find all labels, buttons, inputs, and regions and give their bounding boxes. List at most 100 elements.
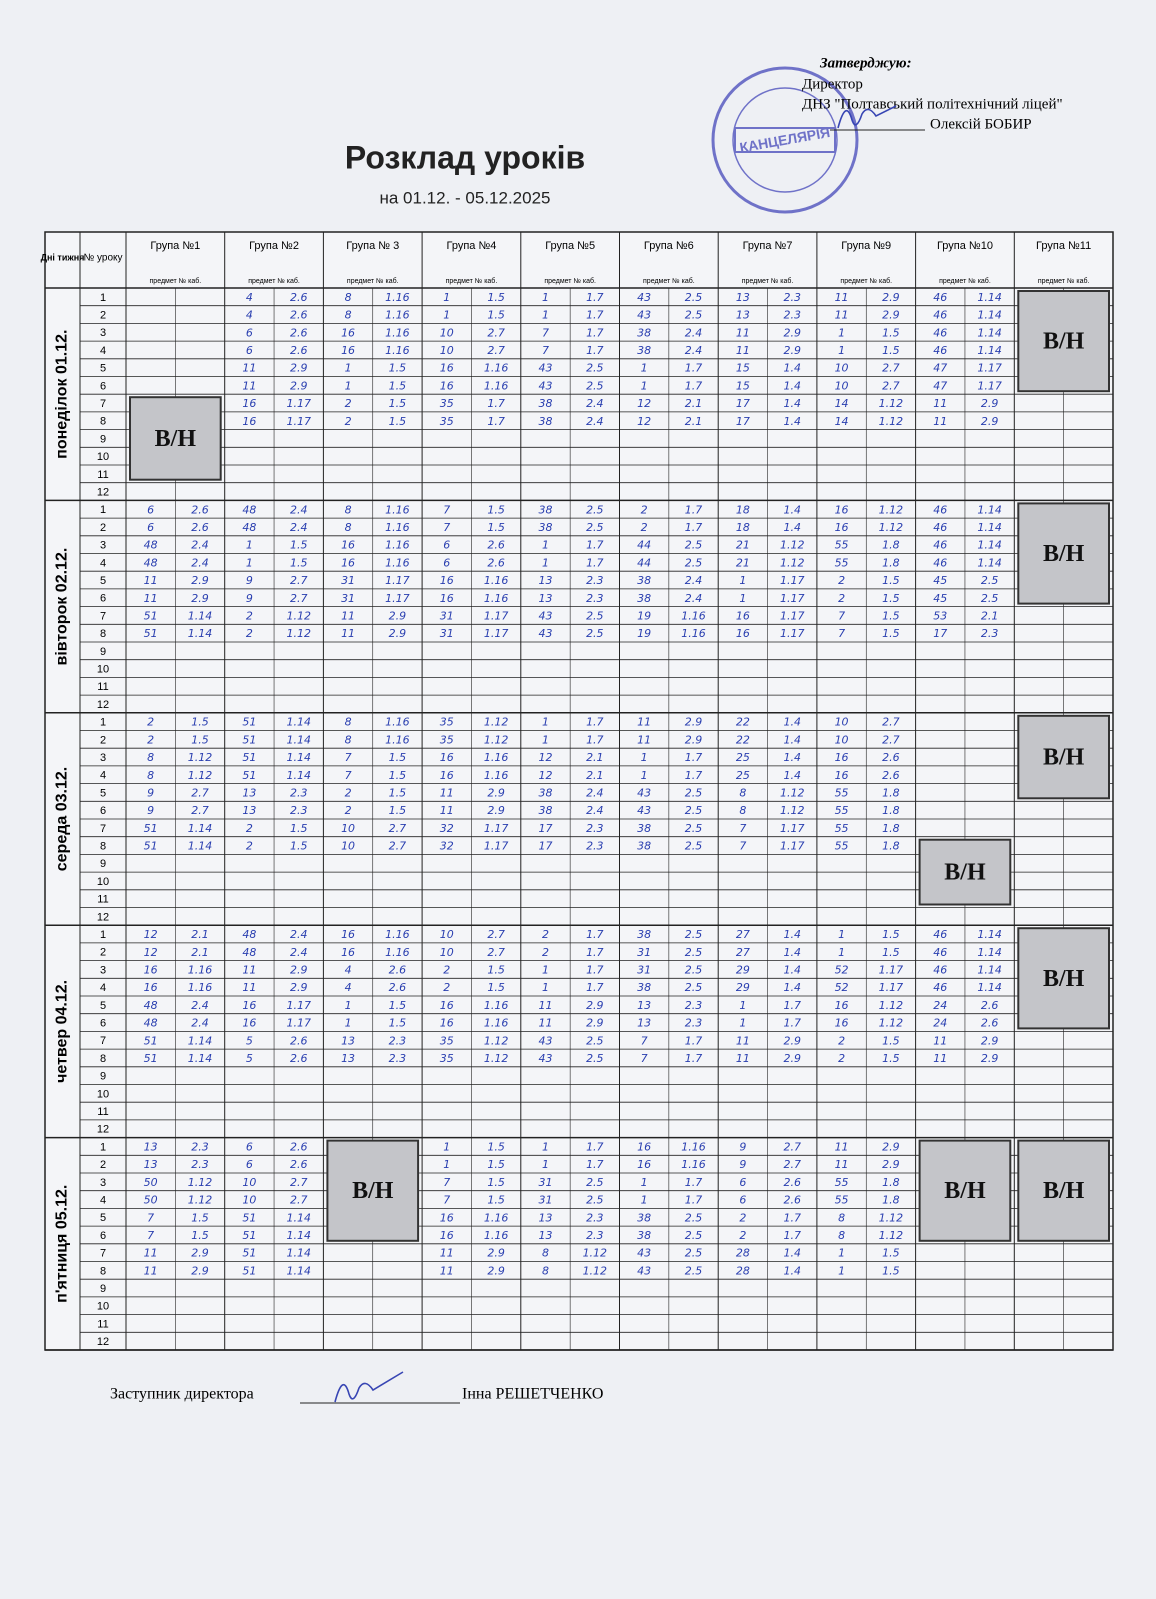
- subject-number: 2: [838, 1052, 845, 1065]
- room-number: 1.7: [586, 344, 604, 357]
- subject-number: 46: [933, 981, 947, 994]
- day-off-block: [1017, 290, 1110, 393]
- subject-number: 35: [440, 716, 454, 729]
- subject-number: 51: [242, 1229, 256, 1242]
- subject-number: 7: [542, 344, 549, 357]
- room-number: 2.5: [685, 1264, 703, 1277]
- room-number: 2.5: [586, 1194, 604, 1207]
- room-number: 1.5: [389, 999, 407, 1012]
- subject-number: 31: [341, 574, 355, 587]
- room-number: 1.17: [385, 574, 410, 587]
- subject-number: 2: [345, 397, 352, 410]
- subject-number: 6: [443, 556, 450, 569]
- subject-number: 16: [440, 592, 454, 605]
- lesson-number: 1: [100, 1141, 106, 1153]
- lesson-number: 12: [97, 699, 109, 711]
- room-number: 1.5: [487, 981, 505, 994]
- room-number: 2.5: [685, 981, 703, 994]
- room-number: 2.6: [487, 556, 505, 569]
- lesson-number: 2: [100, 1159, 106, 1171]
- room-number: 1.5: [191, 1211, 209, 1224]
- room-number: 1.5: [389, 1017, 407, 1030]
- group-header: Група №2: [249, 240, 299, 252]
- subject-number: 43: [538, 1052, 552, 1065]
- lesson-number: 5: [100, 1212, 106, 1224]
- lesson-number: 10: [97, 451, 109, 463]
- room-number: 1.14: [977, 326, 1002, 339]
- subject-number: 31: [637, 946, 651, 959]
- room-number: 2.3: [685, 1017, 703, 1030]
- room-number: 1.4: [783, 963, 801, 976]
- room-number: 1.17: [286, 415, 311, 428]
- room-number: 1.16: [484, 769, 509, 782]
- subject-number: 1: [542, 963, 549, 976]
- subject-number: 55: [835, 539, 849, 552]
- room-number: 2.9: [981, 397, 999, 410]
- subject-number: 6: [739, 1194, 746, 1207]
- subject-number: 7: [443, 521, 450, 534]
- lesson-number: 1: [100, 292, 106, 304]
- room-number: 1.5: [882, 946, 900, 959]
- subject-number: 7: [345, 769, 352, 782]
- subject-number: 8: [345, 716, 352, 729]
- room-number: 1.12: [780, 786, 805, 799]
- subject-number: 8: [542, 1264, 549, 1277]
- subject-number: 51: [144, 840, 158, 853]
- subject-number: 2: [838, 574, 845, 587]
- room-number: 2.5: [685, 946, 703, 959]
- room-number: 2.9: [981, 1034, 999, 1047]
- lesson-number: 10: [97, 1301, 109, 1313]
- subject-number: 24: [933, 999, 947, 1012]
- room-number: 2.3: [389, 1034, 407, 1047]
- subject-number: 2: [542, 946, 549, 959]
- room-number: 1.17: [977, 379, 1002, 392]
- subject-number: 2: [739, 1229, 746, 1242]
- room-number: 1.5: [191, 716, 209, 729]
- lesson-number: 11: [97, 469, 108, 481]
- room-number: 1.8: [882, 786, 900, 799]
- subject-number: 11: [736, 326, 750, 339]
- room-number: 2.7: [290, 574, 308, 587]
- room-number: 2.6: [389, 981, 407, 994]
- subject-number: 51: [242, 751, 256, 764]
- room-number: 1.14: [977, 539, 1002, 552]
- room-number: 1.16: [681, 1140, 706, 1153]
- subject-number: 11: [933, 1034, 947, 1047]
- room-number: 2.1: [685, 415, 703, 428]
- subject-number: 35: [440, 733, 454, 746]
- subject-number: 22: [736, 716, 750, 729]
- subject-number: 28: [736, 1247, 750, 1260]
- subject-number: 6: [147, 521, 154, 534]
- lesson-number: 1: [100, 717, 106, 729]
- subject-number: 1: [838, 928, 845, 941]
- lesson-number: 12: [97, 911, 109, 923]
- room-number: 2.6: [290, 309, 308, 322]
- subject-number: 13: [538, 574, 552, 587]
- subject-number: 51: [144, 627, 158, 640]
- room-number: 2.7: [191, 804, 209, 817]
- stamp-ring: [711, 66, 859, 214]
- subject-number: 48: [144, 1017, 158, 1030]
- lesson-header: № уроку: [83, 253, 122, 264]
- subject-number: 17: [736, 397, 750, 410]
- subject-number: 1: [542, 539, 549, 552]
- lesson-number: 11: [97, 894, 108, 906]
- room-number: 1.7: [586, 539, 604, 552]
- lesson-number: 6: [100, 380, 106, 392]
- subject-number: 11: [144, 592, 158, 605]
- room-number: 2.9: [290, 963, 308, 976]
- subject-number: 46: [933, 946, 947, 959]
- subject-number: 46: [933, 928, 947, 941]
- subject-number: 11: [144, 1247, 158, 1260]
- room-number: 2.4: [290, 946, 308, 959]
- approval-school: ДНЗ "Полтавський політехнічний ліцей": [802, 96, 1063, 112]
- room-number: 1.7: [685, 751, 703, 764]
- subject-number: 1: [345, 379, 352, 392]
- subject-number: 16: [440, 1229, 454, 1242]
- room-number: 1.7: [783, 1211, 801, 1224]
- footer-position: Заступник директора: [110, 1386, 254, 1403]
- subject-number: 1: [542, 981, 549, 994]
- subject-number: 46: [933, 556, 947, 569]
- room-number: 1.5: [191, 733, 209, 746]
- column-subheader: предмет № каб.: [939, 277, 991, 285]
